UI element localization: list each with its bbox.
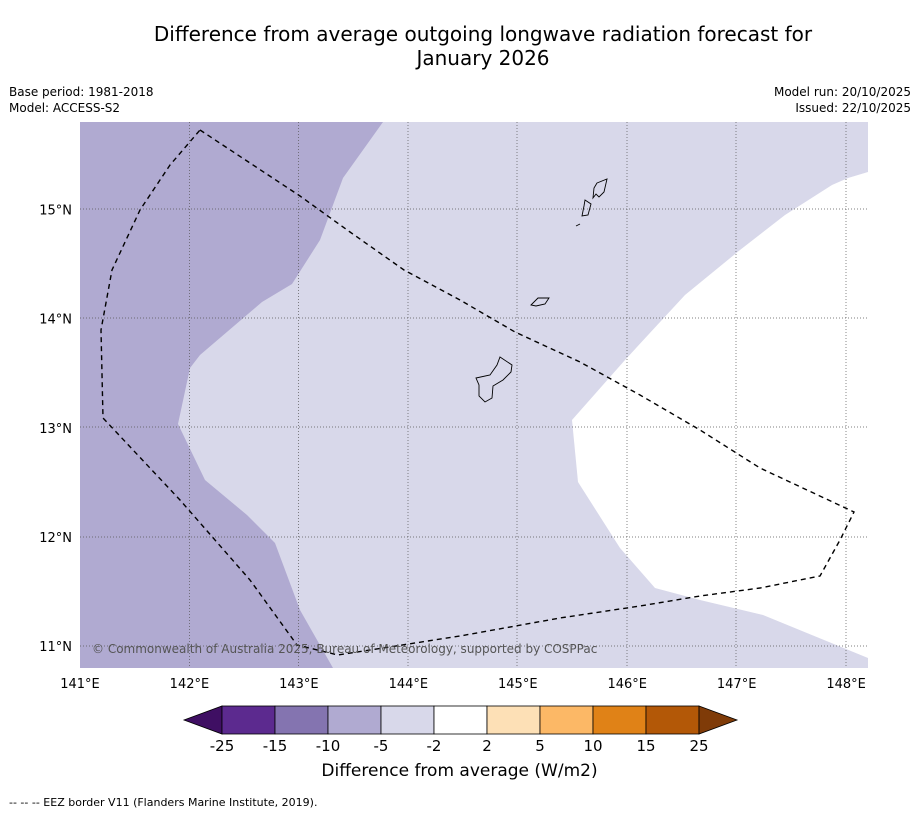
lon-label-145: 145°E xyxy=(498,677,538,692)
rota-coastline xyxy=(530,297,550,307)
colorbar-tick-label: 10 xyxy=(583,737,602,755)
colorbar-extend-high xyxy=(698,705,739,735)
lat-label-14: 14°N xyxy=(39,313,72,328)
map-figure: © Commonwealth of Australia 2025, Bureau… xyxy=(39,122,868,755)
colorbar-tick-label: -5 xyxy=(374,737,389,755)
meta-left: Base period: 1981-2018 Model: ACCESS-S2 xyxy=(9,84,154,116)
colorbar-tick-label: -15 xyxy=(263,737,288,755)
lon-label-142: 142°E xyxy=(170,677,210,692)
colorbar-box-5-to-10 xyxy=(539,705,594,735)
colorbar-box-10-to-15 xyxy=(592,705,647,735)
colorbar-box--15-to--10 xyxy=(274,705,329,735)
title-line-2: January 2026 xyxy=(416,46,550,70)
lat-label-11: 11°N xyxy=(39,640,72,655)
colorbar-box--10-to--5 xyxy=(327,705,382,735)
colorbar-box-2-to-5 xyxy=(486,705,541,735)
lat-label-12: 12°N xyxy=(39,531,72,546)
aguijan-coastline xyxy=(575,223,581,227)
lon-label-143: 143°E xyxy=(279,677,319,692)
eez-footnote: -- -- -- EEZ border V11 (Flanders Marine… xyxy=(9,796,318,809)
colorbar-extend-low xyxy=(182,705,223,735)
colorbar-tick-label: 2 xyxy=(482,737,492,755)
chart-title: Difference from average outgoing longwav… xyxy=(0,22,919,70)
lat-label-13: 13°N xyxy=(39,422,72,437)
saipan-coastline xyxy=(592,178,608,200)
longitude-axis-labels: 141°E 142°E 143°E 144°E 145°E 146°E 147°E 148°E xyxy=(60,677,866,692)
issued-text: Issued: 22/10/2025 xyxy=(795,101,911,115)
colorbar-box--25-to--15 xyxy=(221,705,276,735)
title-line-1: Difference from average outgoing longwav… xyxy=(153,22,813,46)
graticule xyxy=(80,122,868,668)
colorbar: -25 -15 -10 -5 -2 2 5 10 15 25 xyxy=(182,705,739,755)
model-text: Model: ACCESS-S2 xyxy=(9,101,121,115)
latitude-axis-labels: 11°N 12°N 13°N 14°N 15°N xyxy=(39,203,72,655)
model-run-text: Model run: 20/10/2025 xyxy=(773,85,911,99)
lon-label-146: 146°E xyxy=(607,677,647,692)
lon-label-147: 147°E xyxy=(717,677,757,692)
colorbar-tick-label: 5 xyxy=(535,737,545,755)
tinian-coastline xyxy=(581,199,592,217)
lon-label-144: 144°E xyxy=(389,677,429,692)
colorbar-box-15-to-25 xyxy=(645,705,700,735)
anomaly-band-near-normal xyxy=(572,172,868,658)
copyright-notice: © Commonwealth of Australia 2025, Bureau… xyxy=(92,642,597,656)
base-period-text: Base period: 1981-2018 xyxy=(9,85,154,99)
island-coastlines xyxy=(475,178,608,403)
lat-label-15: 15°N xyxy=(39,203,72,218)
lon-label-148: 148°E xyxy=(826,677,866,692)
colorbar-box--5-to--2 xyxy=(380,705,435,735)
colorbar-tick-label: 25 xyxy=(689,737,708,755)
meta-right: Model run: 20/10/2025 Issued: 22/10/2025 xyxy=(774,84,911,116)
anomaly-band-minus10-to-minus5 xyxy=(80,122,383,668)
colorbar-tick-label: -10 xyxy=(316,737,341,755)
eez-border xyxy=(100,129,855,656)
map-plot-area xyxy=(80,122,868,668)
lon-label-141: 141°E xyxy=(60,677,100,692)
colorbar-box--2-to-2 xyxy=(433,705,488,735)
colorbar-tick-label: -25 xyxy=(210,737,235,755)
guam-coastline xyxy=(475,356,513,403)
colorbar-tick-label: 15 xyxy=(636,737,655,755)
colorbar-label: Difference from average (W/m2) xyxy=(321,761,598,781)
colorbar-tick-label: -2 xyxy=(427,737,442,755)
